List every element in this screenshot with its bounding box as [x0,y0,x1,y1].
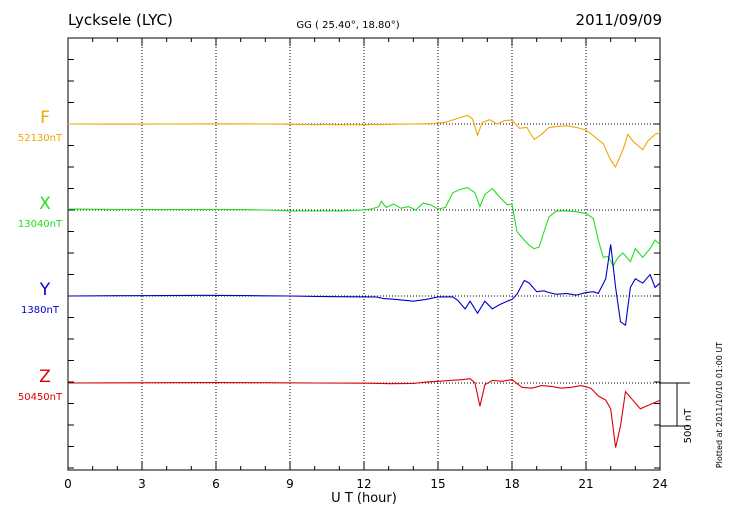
series-baseline-y: 1380nT [21,305,60,316]
geo-coords: GG ( 25.40°, 18.80°) [296,20,399,31]
grid [68,38,660,470]
series-baseline-z: 50450nT [18,392,63,403]
series-name-y: Y [39,280,51,300]
x-tick-label: 6 [212,477,220,491]
x-tick-label: 9 [286,477,294,491]
x-tick-label: 3 [138,477,146,491]
x-axis-label: U T (hour) [331,491,397,506]
date-label: 2011/09/09 [576,11,662,29]
x-tick-label: 12 [356,477,371,491]
x-tick-label: 0 [64,477,72,491]
scale-bar-label: 500 nT [683,408,694,444]
series-line-f [67,114,661,169]
series-line-x [67,187,661,268]
series-baseline-f: 52130nT [18,133,63,144]
series-line-y [67,244,661,327]
series-group [67,114,661,448]
series-labels: F 52130nT X 13040nT Y 1380nT Z 50450nT [18,108,63,403]
series-name-z: Z [39,367,51,387]
x-tick-label: 24 [652,477,667,491]
station-title: Lycksele (LYC) [68,11,173,29]
series-name-x: X [39,194,51,214]
series-line-z [67,378,661,448]
series-name-f: F [40,108,50,128]
x-tick-label: 15 [430,477,445,491]
x-tick-label: 21 [578,477,593,491]
series-baseline-x: 13040nT [18,219,63,230]
axis-ticks [67,38,661,470]
x-tick-label: 18 [504,477,519,491]
scale-bar: 500 nT [660,382,694,444]
x-tick-labels: 0 3 6 9 12 15 18 21 24 [64,477,667,491]
plotted-at-note: Plotted at 2011/10/10 01:00 UT [715,342,724,468]
